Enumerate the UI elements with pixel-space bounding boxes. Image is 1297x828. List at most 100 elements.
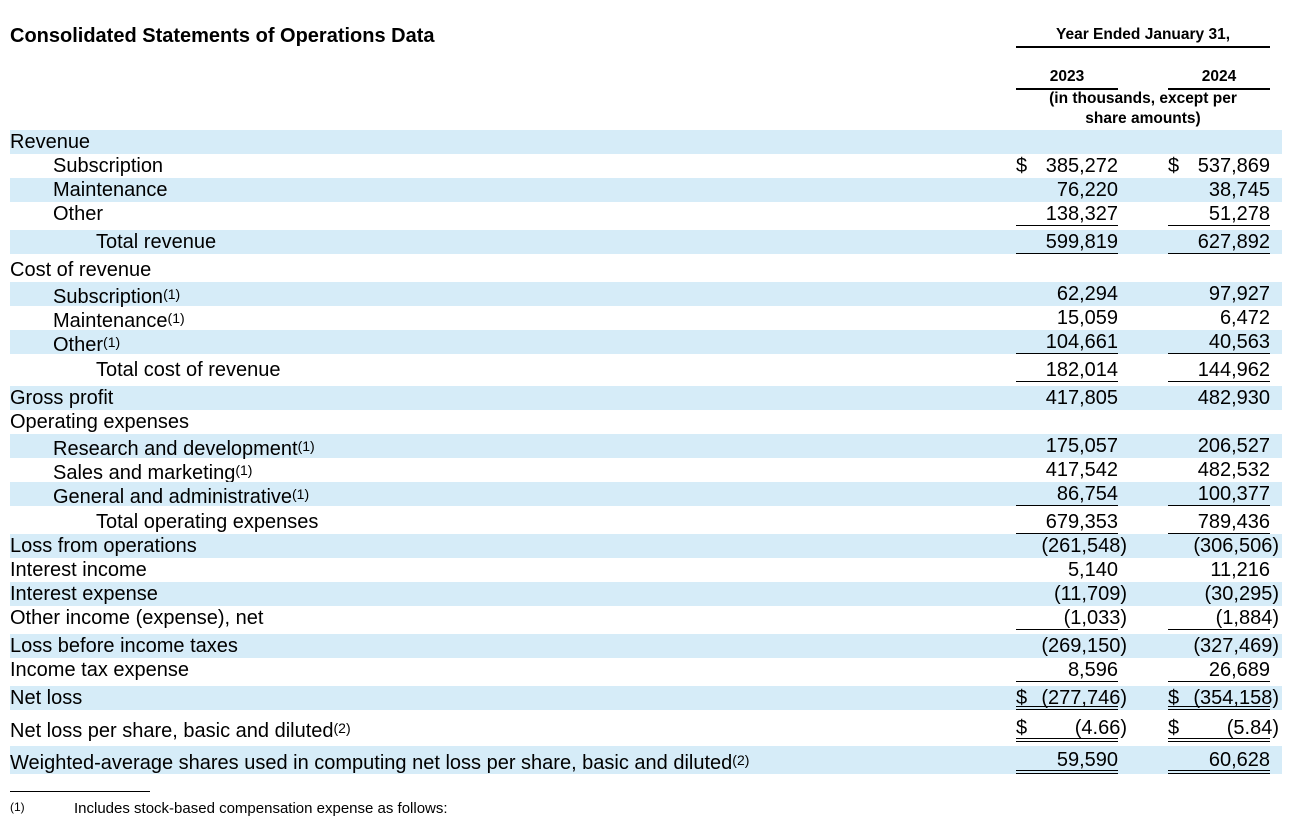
value-2023: 599,819 (1045, 231, 1118, 253)
value-2024: 627,892 (1197, 231, 1270, 253)
row-label: Loss from operations (10, 535, 197, 557)
value-2024: 38,745 (1208, 179, 1270, 201)
row-label: Total revenue (96, 231, 217, 253)
value-2023: (277,746) (1041, 687, 1127, 709)
row-label: Other (53, 203, 104, 225)
row-net-loss: Net loss $ (277,746) $ (354,158) (10, 686, 1282, 710)
row-label: Operating expenses (10, 411, 190, 433)
year-2024-rule (1168, 88, 1270, 90)
value-2023: 417,542 (1045, 459, 1118, 481)
row-weighted-shares: Weighted-average shares used in computin… (10, 746, 1282, 774)
row-label: Subscription(1) (53, 286, 181, 308)
row-general-admin: General and administrative(1) 86,754 100… (10, 482, 1282, 508)
dollar-sign: $ (1168, 717, 1180, 739)
row-label: Gross profit (10, 387, 114, 409)
statement-title: Consolidated Statements of Operations Da… (10, 25, 435, 47)
row-label: Sales and marketing(1) (53, 462, 253, 484)
value-2024: 789,436 (1197, 511, 1270, 533)
statement-table: Revenue Subscription $385,272 $537,869 M… (10, 130, 1282, 774)
value-2024: 482,532 (1197, 459, 1270, 481)
dollar-sign: $ (1016, 717, 1028, 739)
value-2023: (11,709) (1053, 583, 1127, 605)
row-income-tax: Income tax expense 8,596 26,689 (10, 658, 1282, 682)
value-2024: 97,927 (1208, 283, 1270, 305)
row-other-income: Other income (expense), net (1,033) (1,8… (10, 606, 1282, 630)
value-2023: 679,353 (1045, 511, 1118, 533)
row-label: Total operating expenses (96, 511, 319, 533)
value-2024: 6,472 (1219, 307, 1270, 329)
value-2024: (327,469) (1193, 635, 1279, 657)
value-2023: (261,548) (1041, 535, 1127, 557)
value-2023: 138,327 (1045, 203, 1118, 225)
row-total-revenue: Total revenue 599,819 627,892 (10, 230, 1282, 254)
dollar-sign: $ (1016, 155, 1028, 177)
row-label: Net loss per share, basic and diluted(2) (10, 720, 351, 742)
row-total-operating-expenses: Total operating expenses 679,353 789,436 (10, 510, 1282, 534)
value-2023: 104,661 (1045, 331, 1118, 353)
row-cor-maintenance: Maintenance(1) 15,059 6,472 (10, 306, 1282, 332)
row-interest-income: Interest income 5,140 11,216 (10, 558, 1282, 582)
row-label: Interest expense (10, 583, 158, 605)
footnote-rule (10, 791, 150, 792)
value-2024: 100,377 (1197, 483, 1270, 505)
value-2023: 86,754 (1056, 483, 1118, 505)
footnote-ref: (2) (732, 752, 750, 768)
value-2023: 417,805 (1045, 387, 1118, 409)
value-2024: 482,930 (1197, 387, 1270, 409)
year-2023-header: 2023 (1049, 68, 1085, 85)
footnote-mark: (1) (10, 800, 25, 814)
row-sales-marketing: Sales and marketing(1) 417,542 482,532 (10, 458, 1282, 484)
unit-header-line2: share amounts) (1085, 110, 1201, 127)
row-loss-before-taxes: Loss before income taxes (269,150) (327,… (10, 634, 1282, 658)
row-label: Net loss (10, 687, 83, 709)
value-2023: 5,140 (1067, 559, 1118, 581)
row-other: Other 138,327 51,278 (10, 202, 1282, 226)
unit-header: (in thousands, except per share amounts) (1016, 89, 1270, 129)
footnote-ref: (1) (103, 334, 121, 350)
value-2024: (30,295) (1204, 583, 1280, 605)
value-2023: (1,033) (1063, 607, 1127, 629)
value-2024: (354,158) (1193, 687, 1279, 709)
footnote-ref: (1) (235, 462, 253, 478)
row-label: Income tax expense (10, 659, 189, 681)
year-2023-rule (1016, 88, 1118, 90)
row-label: Cost of revenue (10, 259, 152, 281)
value-2023: (269,150) (1041, 635, 1127, 657)
period-header-rule (1016, 46, 1270, 48)
row-total-cost-of-revenue: Total cost of revenue 182,014 144,962 (10, 358, 1282, 382)
footnote-ref: (1) (167, 310, 185, 326)
row-cor-subscription: Subscription(1) 62,294 97,927 (10, 282, 1282, 308)
value-2024: (306,506) (1193, 535, 1279, 557)
row-maintenance: Maintenance 76,220 38,745 (10, 178, 1282, 202)
row-label: Weighted-average shares used in computin… (10, 752, 750, 774)
row-label: Other income (expense), net (10, 607, 264, 629)
value-2023: 8,596 (1067, 659, 1118, 681)
value-2023: 15,059 (1056, 307, 1118, 329)
row-label: Revenue (10, 131, 91, 153)
dollar-sign: $ (1016, 687, 1028, 709)
value-2024: 537,869 (1197, 155, 1270, 177)
value-2024: 51,278 (1208, 203, 1270, 225)
year-2024-header: 2024 (1201, 68, 1237, 85)
row-label: Loss before income taxes (10, 635, 238, 657)
row-loss-from-operations: Loss from operations (261,548) (306,506) (10, 534, 1282, 558)
row-label: Research and development(1) (53, 438, 315, 460)
row-label: Maintenance(1) (53, 310, 185, 332)
value-2024: 144,962 (1197, 359, 1270, 381)
value-2024: 11,216 (1210, 559, 1270, 581)
value-2024: 60,628 (1208, 749, 1270, 771)
row-gross-profit: Gross profit 417,805 482,930 (10, 386, 1282, 410)
row-label: Maintenance (53, 179, 168, 201)
row-research-development: Research and development(1) 175,057 206,… (10, 434, 1282, 460)
dollar-sign: $ (1168, 155, 1180, 177)
row-label: General and administrative(1) (53, 486, 310, 508)
footnote-text: Includes stock-based compensation expens… (74, 800, 448, 817)
value-2024: (5.84) (1226, 717, 1279, 739)
value-2023: 59,590 (1056, 749, 1118, 771)
value-2023: 385,272 (1045, 155, 1118, 177)
value-2024: (1,884) (1215, 607, 1279, 629)
value-2023: 182,014 (1045, 359, 1118, 381)
value-2024: 40,563 (1208, 331, 1270, 353)
row-label: Total cost of revenue (96, 359, 281, 381)
footnote-ref: (1) (297, 438, 315, 454)
